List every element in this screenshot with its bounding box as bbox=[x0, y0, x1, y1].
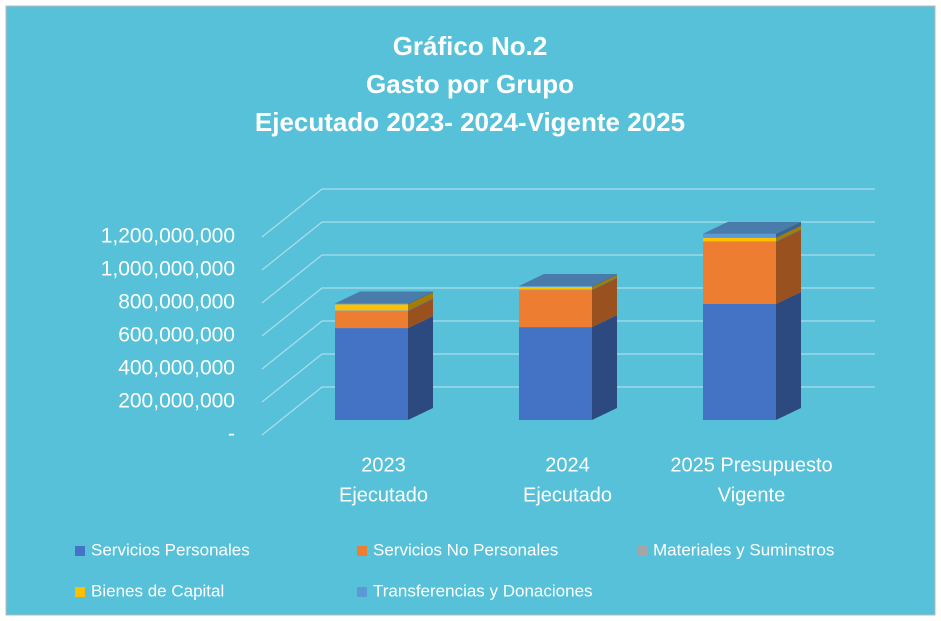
bar-side bbox=[776, 225, 801, 242]
legend-swatch bbox=[75, 587, 85, 597]
bar-top bbox=[703, 221, 801, 234]
bar-segment bbox=[335, 328, 408, 420]
bar-top bbox=[335, 291, 433, 304]
x-tick-label: 2024 bbox=[545, 454, 590, 476]
bar-side bbox=[592, 274, 617, 287]
grid-line bbox=[261, 386, 875, 436]
x-tick-label: 2025 Presupuesto bbox=[670, 454, 832, 476]
bar-segment bbox=[335, 311, 408, 329]
bar-side bbox=[776, 229, 801, 305]
grid-line bbox=[261, 353, 875, 403]
chart-title: Gasto por Grupo bbox=[366, 69, 574, 99]
grid-line bbox=[261, 287, 875, 337]
bar-segment bbox=[703, 241, 776, 305]
y-tick-label: - bbox=[228, 423, 235, 446]
bar-side bbox=[776, 221, 801, 238]
legend-swatch bbox=[357, 546, 367, 556]
x-tick-label: Vigente bbox=[718, 484, 785, 506]
bar-segment bbox=[703, 233, 776, 238]
legend-swatch bbox=[357, 587, 367, 597]
legend-label: Servicios No Personales bbox=[373, 540, 558, 559]
bar-side bbox=[592, 277, 617, 291]
bar-segment bbox=[703, 304, 776, 420]
bar-side bbox=[592, 274, 617, 290]
y-tick-label: 200,000,000 bbox=[118, 390, 235, 413]
bar-segment bbox=[519, 290, 592, 328]
y-tick-label: 800,000,000 bbox=[118, 291, 235, 314]
chart-title: Gráfico No.2 bbox=[393, 31, 548, 61]
chart-title: Ejecutado 2023- 2024-Vigente 2025 bbox=[255, 107, 685, 137]
bar-side bbox=[408, 291, 433, 305]
bar-side bbox=[592, 315, 617, 420]
bar-side bbox=[408, 298, 433, 312]
legend-label: Bienes de Capital bbox=[91, 581, 224, 600]
grid-line bbox=[261, 254, 875, 304]
bar-side bbox=[408, 292, 433, 311]
bar-segment bbox=[703, 241, 776, 242]
legend-label: Servicios Personales bbox=[91, 540, 250, 559]
legend-swatch bbox=[75, 546, 85, 556]
y-tick-label: 1,200,000,000 bbox=[101, 225, 235, 248]
bar-segment bbox=[519, 327, 592, 420]
bar-segment bbox=[519, 289, 592, 291]
y-tick-label: 600,000,000 bbox=[118, 324, 235, 347]
bar-segment bbox=[703, 237, 776, 242]
grid-line bbox=[261, 188, 875, 238]
bar-segment bbox=[519, 286, 592, 287]
bar-segment bbox=[335, 310, 408, 312]
bar-side bbox=[408, 316, 433, 420]
bar-top bbox=[519, 274, 617, 287]
legend-swatch bbox=[637, 546, 647, 556]
legend-label: Materiales y Suminstros bbox=[653, 540, 834, 559]
bar-segment bbox=[519, 286, 592, 290]
bar-segment bbox=[335, 303, 408, 305]
x-tick-label: Ejecutado bbox=[523, 484, 612, 506]
y-tick-label: 400,000,000 bbox=[118, 357, 235, 380]
bar-side bbox=[592, 278, 617, 328]
bar-side bbox=[776, 229, 801, 242]
grid-line bbox=[261, 320, 875, 370]
legend-label: Transferencias y Donaciones bbox=[373, 581, 593, 600]
x-tick-label: Ejecutado bbox=[339, 484, 428, 506]
bar-segment bbox=[335, 304, 408, 311]
x-tick-label: 2023 bbox=[361, 454, 406, 476]
grid-line bbox=[261, 221, 875, 271]
bar-side bbox=[776, 292, 801, 420]
y-tick-label: 1,000,000,000 bbox=[101, 258, 235, 281]
bar-side bbox=[408, 299, 433, 329]
